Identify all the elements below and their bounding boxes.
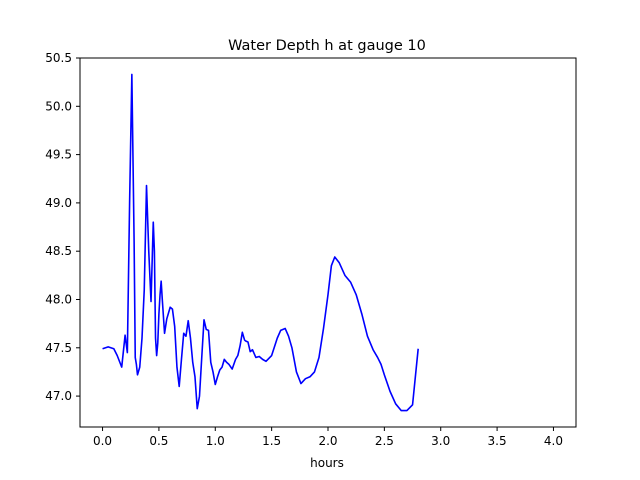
x-tick-label: 0.0 bbox=[93, 434, 112, 448]
y-tick-label: 48.5 bbox=[45, 244, 72, 258]
x-tick-label: 1.0 bbox=[206, 434, 225, 448]
plot-area bbox=[102, 73, 419, 412]
x-tick-label: 1.5 bbox=[262, 434, 281, 448]
y-tick-label: 47.5 bbox=[45, 341, 72, 355]
x-tick-label: 4.0 bbox=[544, 434, 563, 448]
y-tick-label: 50.5 bbox=[45, 51, 72, 65]
x-tick-label: 2.5 bbox=[375, 434, 394, 448]
x-tick-label: 3.5 bbox=[488, 434, 507, 448]
x-tick-label: 3.0 bbox=[431, 434, 450, 448]
y-tick-label: 48.0 bbox=[45, 292, 72, 306]
x-tick-label: 2.0 bbox=[318, 434, 337, 448]
y-tick-label: 47.0 bbox=[45, 389, 72, 403]
y-tick-label: 49.5 bbox=[45, 148, 72, 162]
axes: 0.0 0.5 1.0 1.5 2.0 2.5 3.0 3.5 4.0 47.0 47.5 48.0 4… bbox=[45, 51, 577, 448]
y-tick-label: 49.0 bbox=[45, 196, 72, 210]
x-tick-label: 0.5 bbox=[149, 434, 168, 448]
chart-title: Water Depth h at gauge 10 bbox=[228, 38, 426, 54]
series-line-0 bbox=[102, 73, 419, 412]
y-tick-label: 50.0 bbox=[45, 99, 72, 113]
x-axis-label: hours bbox=[310, 456, 344, 470]
